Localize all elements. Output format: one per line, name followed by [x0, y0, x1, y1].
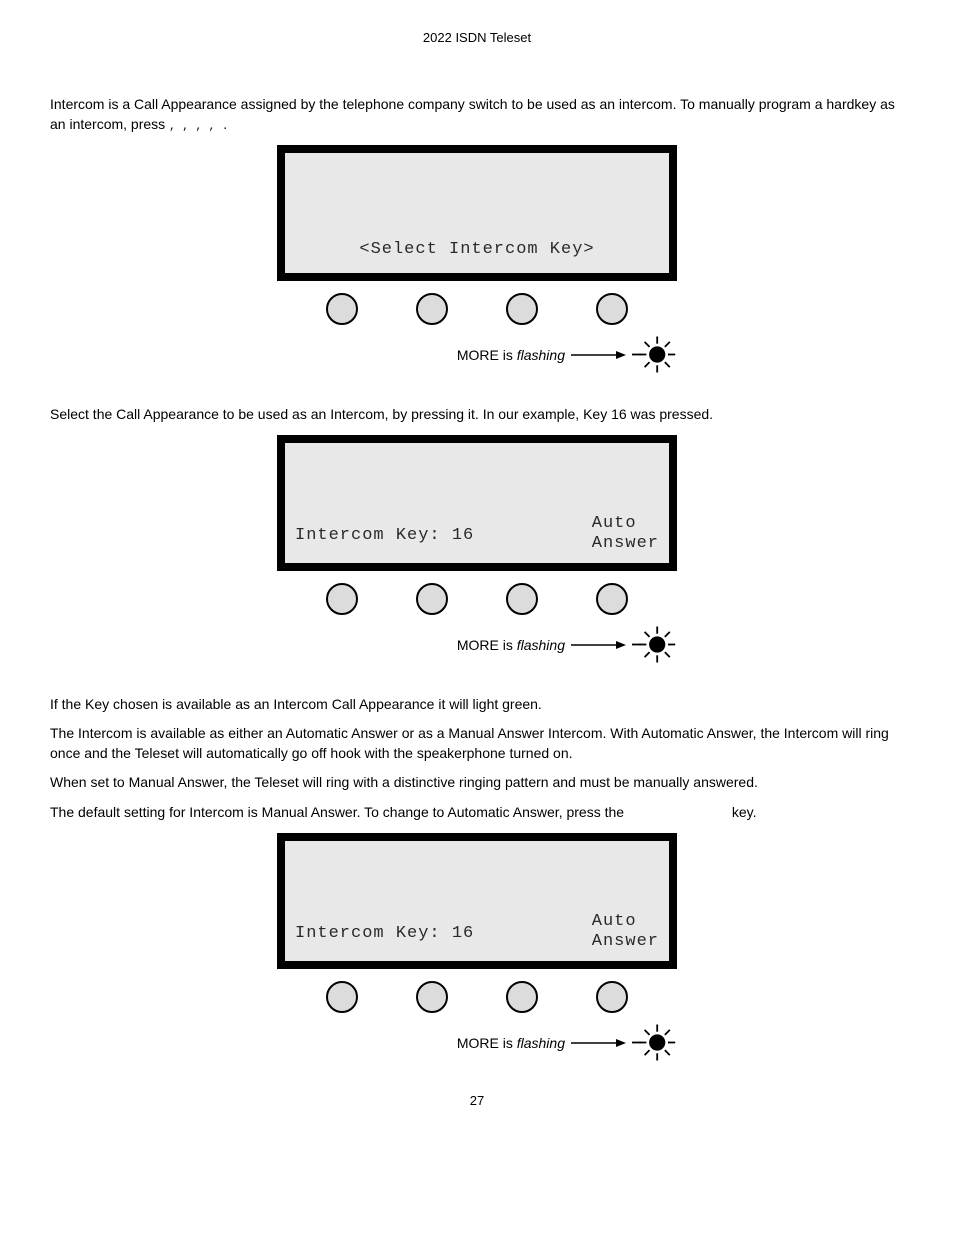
flash-label-italic: flashing — [517, 1035, 565, 1051]
softkey-row — [277, 969, 677, 1013]
softkey-button-2[interactable] — [416, 293, 448, 325]
lcd-right-line2: Answer — [592, 534, 659, 554]
flash-label-pre: MORE is — [457, 637, 517, 653]
flash-label-italic: flashing — [517, 637, 565, 653]
softkey-row — [277, 571, 677, 615]
arrow-icon — [571, 1038, 626, 1048]
softkey-button-1[interactable] — [326, 981, 358, 1013]
display-panel-3: Intercom Key: 16 Auto Answer MORE is fla… — [277, 833, 677, 1068]
flash-label-pre: MORE is — [457, 1035, 517, 1051]
display-panel-2: Intercom Key: 16 Auto Answer MORE is fla… — [277, 435, 677, 670]
display-panel-1: <Select Intercom Key> MORE is flashing — [277, 145, 677, 380]
lcd-right-text: Auto Answer — [592, 912, 659, 953]
arrow-icon — [571, 350, 626, 360]
flash-label: MORE is flashing — [457, 1035, 565, 1051]
flash-indicator-row: MORE is flashing — [277, 1018, 677, 1068]
default-setting-paragraph: The default setting for Intercom is Manu… — [50, 803, 904, 823]
softkey-button-2[interactable] — [416, 981, 448, 1013]
softkey-button-4[interactable] — [596, 293, 628, 325]
default-text-b: key. — [732, 804, 757, 820]
softkey-row — [277, 281, 677, 325]
lcd-right-line1: Auto — [592, 912, 659, 932]
auto-answer-paragraph: The Intercom is available as either an A… — [50, 724, 904, 763]
softkey-button-4[interactable] — [596, 583, 628, 615]
flash-label: MORE is flashing — [457, 637, 565, 653]
softkey-button-3[interactable] — [506, 981, 538, 1013]
flash-label: MORE is flashing — [457, 347, 565, 363]
softkey-button-3[interactable] — [506, 293, 538, 325]
softkey-button-4[interactable] — [596, 981, 628, 1013]
page-header: 2022 ISDN Teleset — [50, 30, 904, 45]
lcd-screen-2: Intercom Key: 16 Auto Answer — [277, 435, 677, 571]
flash-indicator-row: MORE is flashing — [277, 620, 677, 670]
lcd-left-text: Intercom Key: 16 — [295, 924, 474, 943]
intro-paragraph: Intercom is a Call Appearance assigned b… — [50, 95, 904, 135]
arrow-icon — [571, 640, 626, 650]
lcd-right-line2: Answer — [592, 932, 659, 952]
lcd-screen-1: <Select Intercom Key> — [277, 145, 677, 281]
softkey-button-1[interactable] — [326, 293, 358, 325]
softkey-button-2[interactable] — [416, 583, 448, 615]
lcd-screen-3: Intercom Key: 16 Auto Answer — [277, 833, 677, 969]
lcd-message: <Select Intercom Key> — [285, 240, 669, 259]
green-light-paragraph: If the Key chosen is available as an Int… — [50, 695, 904, 715]
softkey-button-1[interactable] — [326, 583, 358, 615]
flashing-led-icon — [632, 332, 677, 377]
default-text-a: The default setting for Intercom is Manu… — [50, 804, 628, 820]
page: 2022 ISDN Teleset Intercom is a Call App… — [0, 0, 954, 1235]
flash-indicator-row: MORE is flashing — [277, 330, 677, 380]
key-sequence: , , , , . — [169, 121, 228, 133]
flashing-led-icon — [632, 622, 677, 667]
lcd-right-text: Auto Answer — [592, 514, 659, 555]
lcd-left-text: Intercom Key: 16 — [295, 526, 474, 545]
flash-label-pre: MORE is — [457, 347, 517, 363]
manual-answer-paragraph: When set to Manual Answer, the Teleset w… — [50, 773, 904, 793]
flashing-led-icon — [632, 1020, 677, 1065]
page-number: 27 — [50, 1093, 904, 1108]
lcd-right-line1: Auto — [592, 514, 659, 534]
softkey-button-3[interactable] — [506, 583, 538, 615]
flash-label-italic: flashing — [517, 347, 565, 363]
select-paragraph: Select the Call Appearance to be used as… — [50, 405, 904, 425]
